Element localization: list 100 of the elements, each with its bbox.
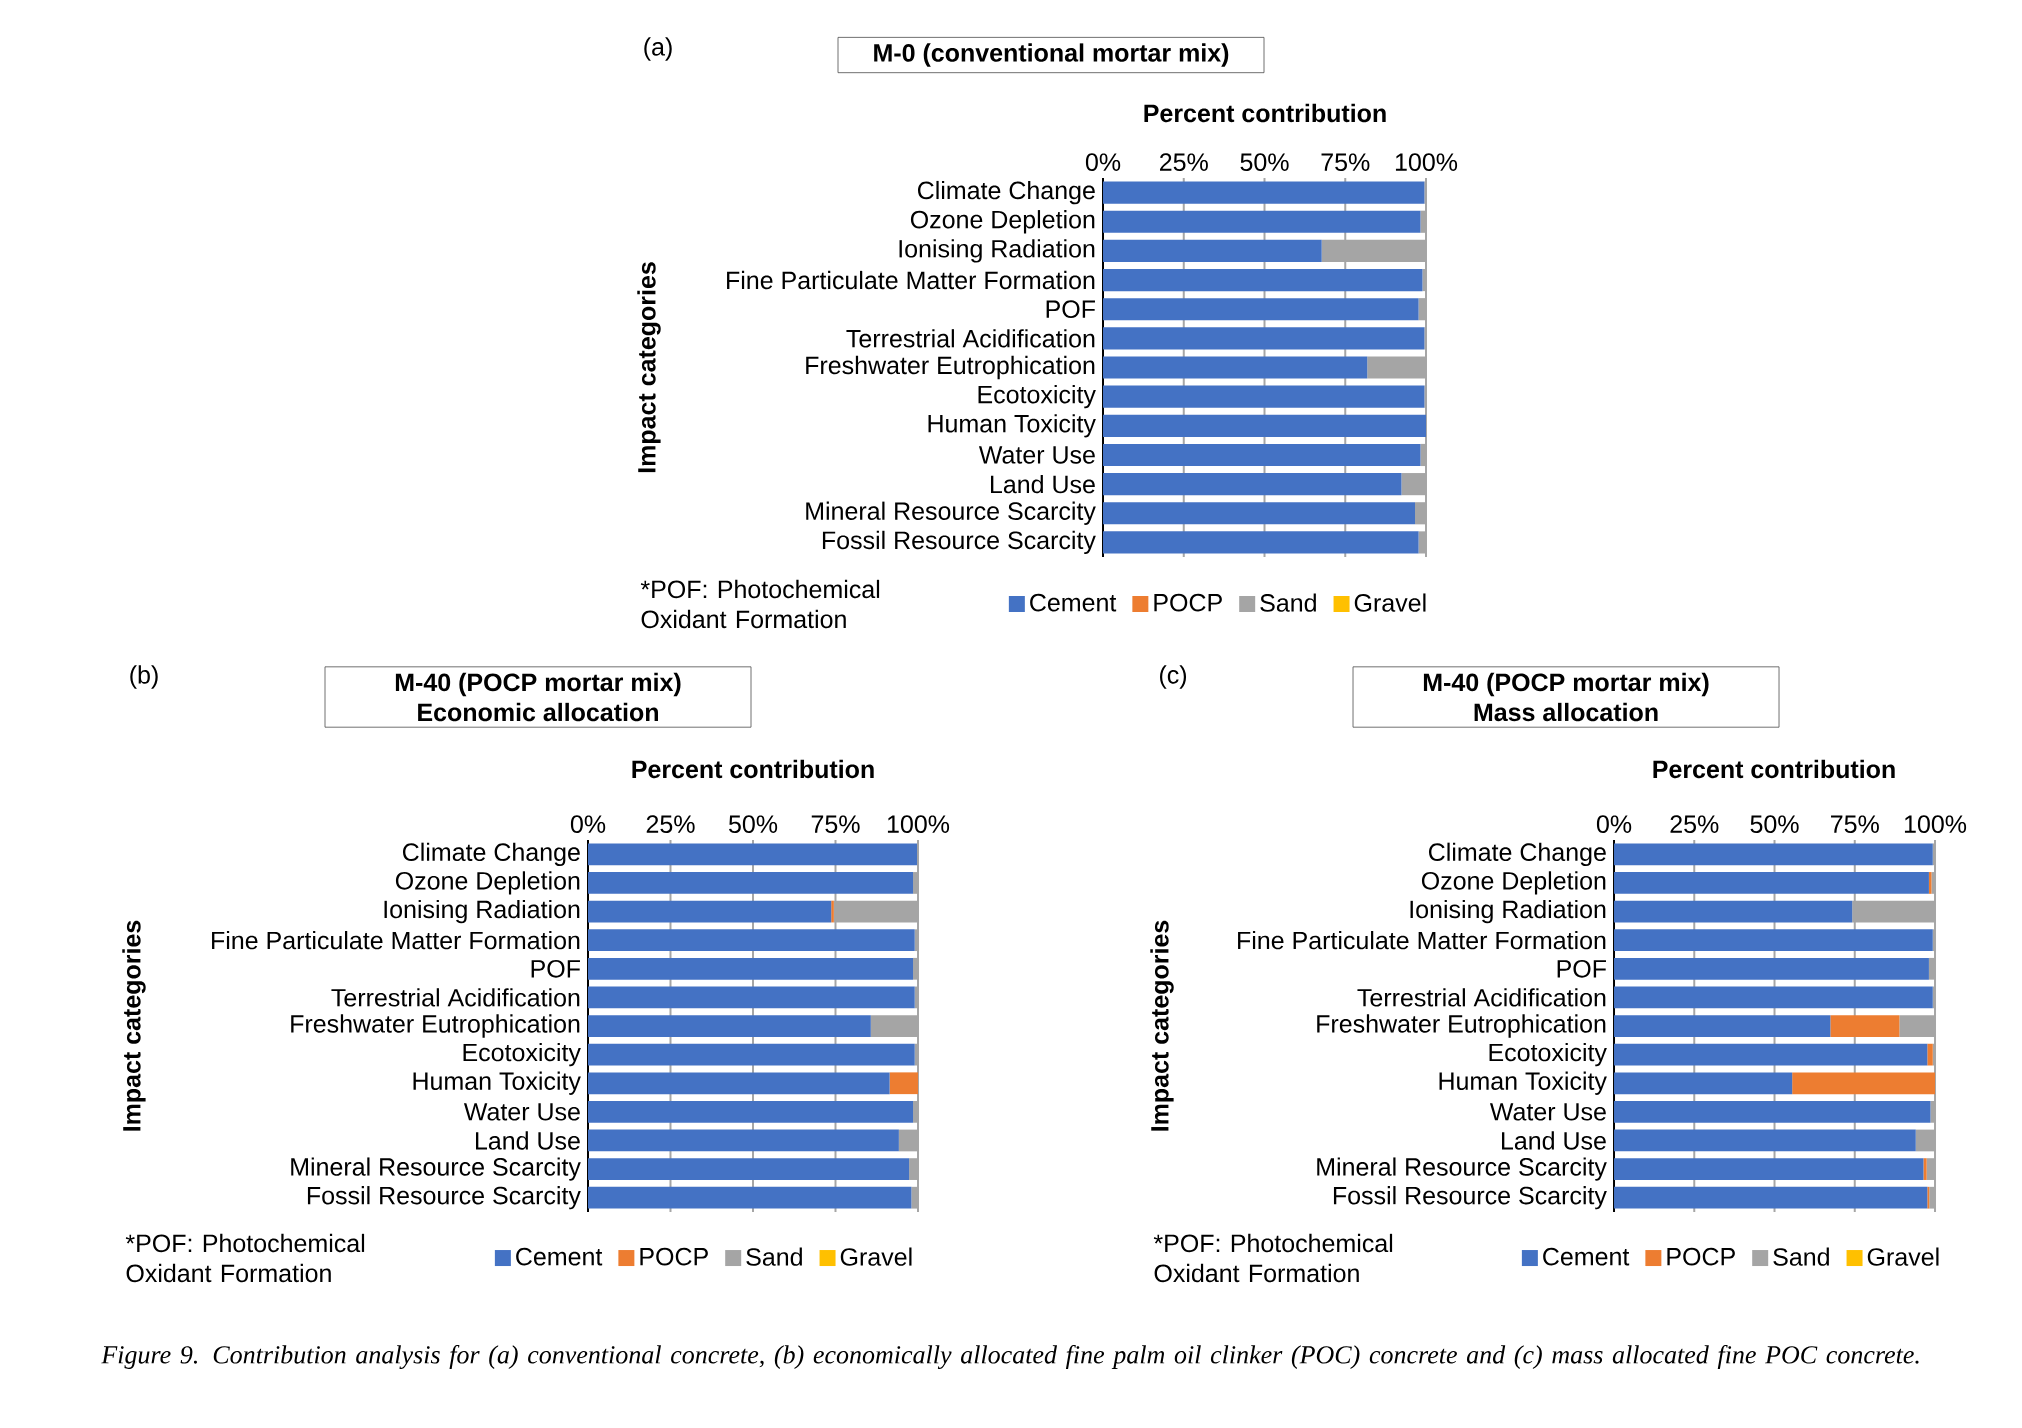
x-tick-label: 100%	[1395, 153, 1458, 171]
bar	[1103, 473, 1402, 496]
bar	[588, 1186, 912, 1209]
bar	[1614, 1100, 1931, 1123]
bar	[1614, 1186, 1928, 1209]
bar	[1614, 1072, 1793, 1095]
legend-label: Cement	[1543, 1247, 1630, 1266]
bar	[1614, 1129, 1916, 1152]
x-tick-label: 75%	[1831, 815, 1879, 833]
bar	[588, 1129, 899, 1152]
y-tick-label: Ecotoxicity	[1489, 1042, 1607, 1067]
bar	[1792, 1072, 1936, 1095]
y-tick-label: Fossil Resource Scarcity	[822, 530, 1096, 555]
bar	[588, 1043, 915, 1066]
y-tick-label: POF	[1046, 300, 1095, 319]
x-tick-label: 0%	[1596, 815, 1632, 833]
y-axis-title: Impact categories	[1150, 920, 1174, 1131]
bar	[1923, 1158, 1927, 1180]
y-tick-label: Human Toxicity	[928, 414, 1096, 438]
legend-label: POCP	[1154, 593, 1222, 612]
legend-label: Sand	[1260, 593, 1316, 612]
bar	[1614, 1015, 1831, 1037]
y-tick-label: Water Use	[1489, 1103, 1606, 1121]
y-tick-label: Land Use	[476, 1131, 580, 1150]
x-tick-label: 75%	[811, 815, 860, 833]
chart-subtitle: Mass allocation	[1474, 702, 1658, 722]
y-axis-title: Impact categories	[122, 920, 146, 1131]
y-axis-title: Impact categories	[637, 262, 661, 473]
x-axis-title: Percent contribution	[1653, 759, 1895, 779]
legend-label: POCP	[1667, 1247, 1735, 1266]
chart-subtitle: Economic allocation	[418, 702, 658, 722]
text: (c)	[1160, 665, 1187, 689]
y-tick-label: Mineral Resource Scarcity	[1317, 1157, 1607, 1181]
bar	[1614, 929, 1933, 952]
bar	[588, 1072, 890, 1095]
y-tick-label: Fine Particulate Matter Formation	[1238, 930, 1606, 950]
y-tick-label: Fine Particulate Matter Formation	[727, 270, 1095, 290]
bar	[1103, 298, 1419, 321]
y-tick-label: Terrestrial Acidification	[331, 988, 580, 1007]
x-tick-label: 50%	[1240, 153, 1289, 171]
bar	[588, 1158, 910, 1180]
bar	[1830, 1015, 1900, 1037]
y-tick-label: Ionising Radiation	[899, 239, 1095, 263]
y-tick-label: Climate Change	[402, 842, 580, 866]
chart-title: M-40 (POCP mortar mix)	[1423, 672, 1709, 697]
bar	[588, 929, 915, 952]
bar	[1103, 502, 1416, 525]
y-tick-label: POF	[1557, 959, 1606, 978]
x-axis-title: Percent contribution	[1144, 103, 1386, 123]
y-tick-label: Ecotoxicity	[463, 1042, 581, 1067]
bar	[1103, 443, 1421, 467]
bar	[1103, 356, 1368, 379]
bar	[1614, 900, 1853, 923]
bar	[1614, 1043, 1928, 1066]
y-tick-label: Human Toxicity	[1439, 1071, 1607, 1095]
bar	[588, 1015, 871, 1037]
y-tick-label: Freshwater Eutrophication	[291, 1014, 580, 1038]
legend-label: Cement	[516, 1247, 603, 1266]
y-tick-label: Land Use	[1502, 1131, 1606, 1150]
bar	[1927, 1043, 1933, 1066]
y-tick-label: Mineral Resource Scarcity	[291, 1157, 581, 1181]
bar	[588, 957, 914, 980]
y-tick-label: Fossil Resource Scarcity	[1333, 1186, 1607, 1210]
text: (a)	[644, 37, 672, 61]
x-tick-label: 0%	[570, 815, 606, 833]
y-tick-label: Freshwater Eutrophication	[806, 355, 1095, 380]
y-tick-label: Ozone Depletion	[910, 210, 1095, 234]
x-tick-label: 100%	[887, 815, 950, 833]
bar	[1614, 872, 1929, 894]
x-tick-label: 100%	[1904, 815, 1967, 833]
legend-label: Cement	[1030, 593, 1117, 612]
bar	[1103, 268, 1423, 292]
chart-title: M-0 (conventional mortar mix)	[874, 43, 1229, 67]
text: *POF: Photochemical Oxidant Formation	[1153, 1233, 1393, 1283]
y-tick-label: Fossil Resource Scarcity	[307, 1186, 581, 1210]
y-tick-label: Freshwater Eutrophication	[1317, 1014, 1606, 1038]
y-tick-label: Ionising Radiation	[1410, 899, 1606, 924]
bar	[1614, 1158, 1924, 1180]
bar	[1614, 986, 1933, 1009]
chart-title: M-40 (POCP mortar mix)	[395, 672, 681, 697]
bar	[1103, 531, 1419, 554]
y-tick-label: Climate Change	[1429, 842, 1606, 866]
bar	[1103, 239, 1322, 262]
text: *POF: Photochemical Oxidant Formation	[640, 579, 880, 629]
y-tick-label: Ecotoxicity	[978, 385, 1096, 409]
text: (b)	[130, 665, 158, 689]
bar	[588, 872, 914, 894]
bar	[588, 843, 918, 866]
y-tick-label: Ozone Depletion	[1421, 871, 1606, 895]
x-axis-title: Percent contribution	[632, 759, 874, 779]
legend-label: Sand	[746, 1247, 802, 1266]
bar	[831, 900, 834, 923]
y-tick-label: Land Use	[991, 474, 1095, 494]
legend-label: POCP	[640, 1247, 708, 1266]
text: *POF: Photochemical Oxidant Formation	[125, 1233, 365, 1283]
legend-label: Sand	[1773, 1247, 1829, 1266]
bar	[588, 1100, 914, 1123]
y-tick-label: Ozone Depletion	[395, 871, 580, 895]
x-tick-label: 50%	[728, 815, 778, 833]
x-tick-label: 50%	[1750, 815, 1799, 833]
